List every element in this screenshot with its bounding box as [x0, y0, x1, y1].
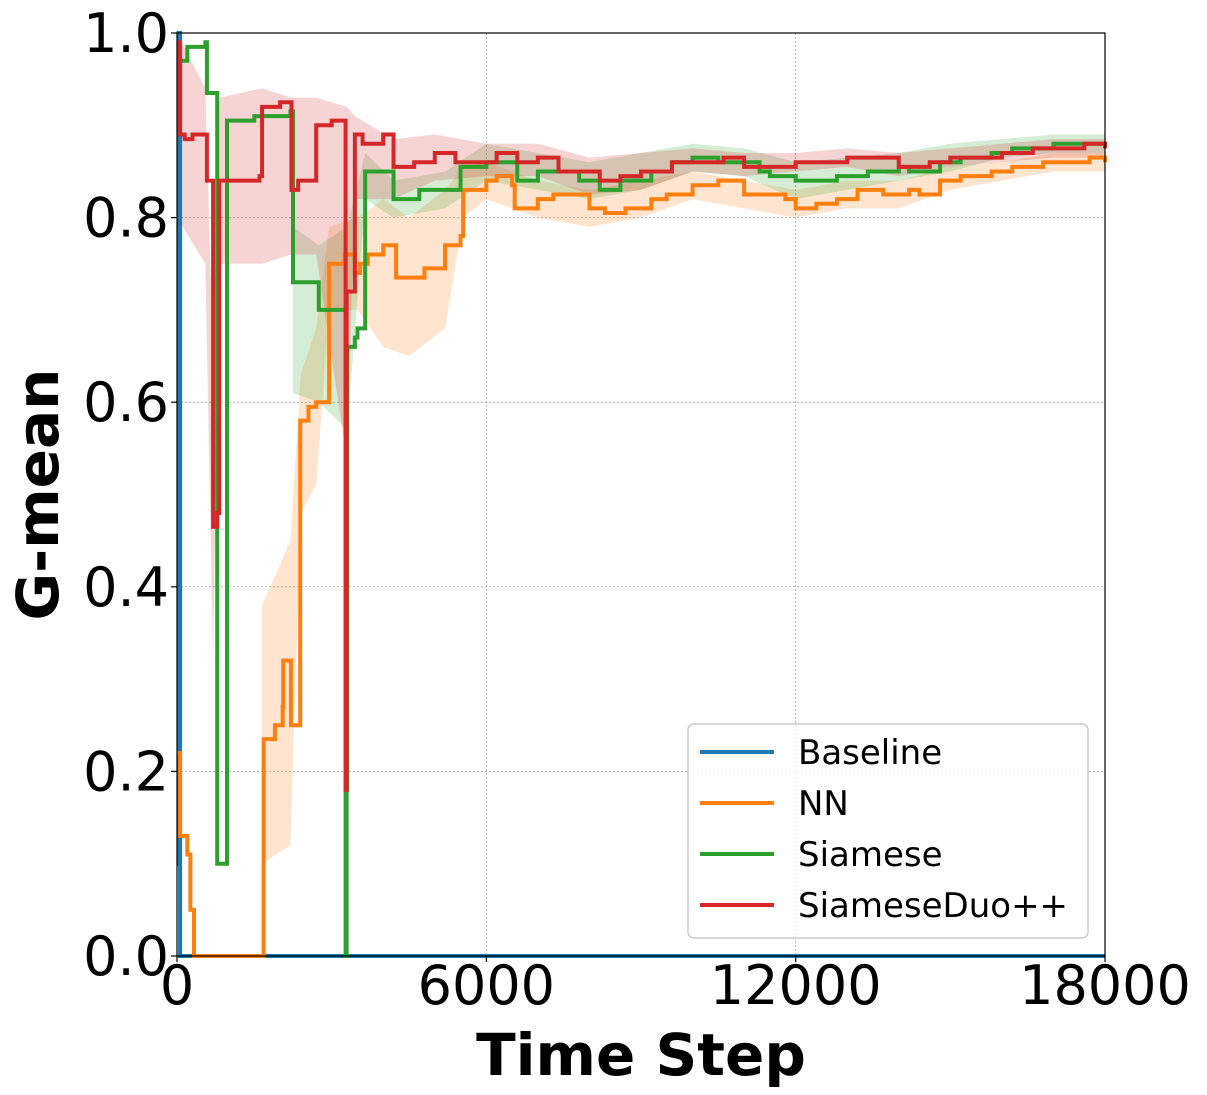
y-tick-label: 0.0	[83, 925, 169, 988]
legend-label: SiameseDuo++	[798, 886, 1068, 926]
y-tick-label: 1.0	[83, 2, 169, 65]
plot-frame	[176, 32, 1106, 957]
y-tick-label: 0.8	[83, 187, 169, 250]
y-axis-ticks: 0.0 0.2 0.4 0.6 0.8 1.0	[83, 2, 177, 988]
x-tick-label: 0	[160, 954, 194, 1017]
x-axis-ticks: 0 6000 12000 18000	[160, 954, 1191, 1017]
y-tick-label: 0.4	[83, 556, 169, 619]
legend-label: Baseline	[798, 733, 942, 773]
legend: Baseline NN Siamese SiameseDuo++	[687, 723, 1089, 939]
y-axis-label: G-mean	[4, 369, 72, 621]
legend-box	[687, 723, 1089, 939]
legend-label: NN	[798, 784, 849, 824]
series-line-siameseduo-	[177, 40, 1107, 792]
x-tick-label: 18000	[1019, 954, 1191, 1017]
x-tick-label: 12000	[710, 954, 882, 1017]
x-axis-label: Time Step	[476, 1021, 806, 1089]
series-line-nn	[177, 155, 1107, 958]
series-lines	[176, 31, 1107, 958]
band-siamese	[293, 134, 1105, 430]
legend-label: Siamese	[798, 835, 943, 875]
y-tick-label: 0.2	[83, 740, 169, 803]
band-siameseduo-	[177, 33, 1105, 661]
x-tick-label: 6000	[418, 954, 555, 1017]
y-tick-label: 0.6	[83, 371, 169, 434]
